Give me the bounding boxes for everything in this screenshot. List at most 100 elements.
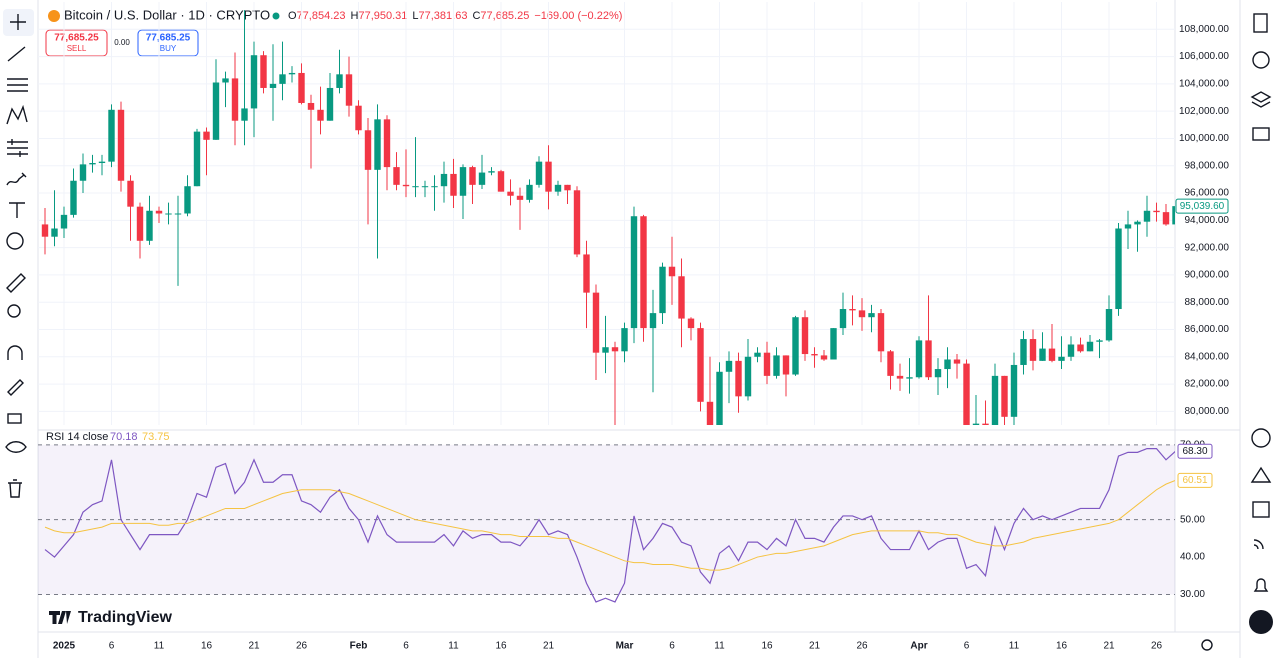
- candle-body: [89, 163, 96, 165]
- candle-body: [1039, 348, 1046, 361]
- candle-body: [1172, 206, 1175, 225]
- candle-body: [478, 172, 486, 185]
- candle-body: [165, 213, 172, 215]
- candle-body: [526, 184, 533, 200]
- y-tick-label: 92,000.00: [1185, 242, 1230, 253]
- x-tick-label: 6: [403, 641, 409, 652]
- x-tick-label: 21: [248, 641, 260, 652]
- candle-body: [469, 167, 476, 185]
- x-tick-label: Feb: [350, 641, 368, 652]
- fib-tool[interactable]: [7, 78, 28, 92]
- candle-body: [41, 224, 49, 237]
- candle-body: [820, 355, 828, 360]
- candle-body: [51, 228, 58, 237]
- candle-body: [982, 423, 989, 425]
- sell-price: 77,685.25: [54, 33, 99, 44]
- x-tick-label: 16: [1056, 641, 1068, 652]
- x-tick-label: 11: [154, 641, 165, 652]
- streams-button[interactable]: [1250, 466, 1272, 483]
- crosshair-tool[interactable]: [10, 14, 26, 30]
- candle-body: [1058, 356, 1065, 361]
- high-label: H: [351, 10, 359, 22]
- emoji-tool[interactable]: [6, 232, 24, 250]
- delete-tool[interactable]: [8, 479, 22, 498]
- candle-body: [849, 309, 856, 311]
- rsi-legend-value: 70.18: [110, 431, 138, 443]
- draw-lock-tool[interactable]: [7, 379, 24, 396]
- candle-body: [288, 72, 296, 75]
- candle-body: [1134, 221, 1141, 225]
- ideas-button[interactable]: [1251, 428, 1271, 448]
- y-tick-label: 50.00: [1180, 514, 1205, 525]
- candle-body: [241, 108, 248, 121]
- candle-body: [868, 313, 875, 318]
- alerts-button[interactable]: [1252, 51, 1270, 69]
- candle-body: [431, 186, 438, 188]
- candle-body: [212, 82, 220, 140]
- candle-body: [393, 167, 400, 185]
- last-price-label: 95,039.60: [1180, 201, 1225, 212]
- x-tick-label: 11: [714, 641, 725, 652]
- visibility-tool[interactable]: [5, 441, 27, 453]
- news-button[interactable]: [1253, 539, 1264, 550]
- candle-body: [735, 360, 742, 397]
- zoom-tool[interactable]: [7, 304, 21, 318]
- x-tick-label: 21: [543, 641, 555, 652]
- candle-body: [896, 375, 904, 379]
- x-tick-label: Apr: [910, 641, 927, 652]
- ohlc: O77,854.23 H77,950.31 L77,381.63 C77,685.25…: [288, 10, 622, 22]
- candle-body: [412, 186, 419, 188]
- calendar-button[interactable]: [1252, 501, 1270, 518]
- candle-body: [108, 109, 115, 162]
- candle-body: [222, 78, 229, 83]
- y-tick-label: 106,000.00: [1179, 51, 1229, 62]
- candle-body: [782, 355, 790, 375]
- candle-body: [1096, 340, 1103, 342]
- candle-body: [792, 317, 799, 375]
- brush-tool[interactable]: [6, 172, 27, 186]
- candle-body: [887, 351, 894, 376]
- chat-button[interactable]: [1252, 127, 1270, 141]
- candle-body: [564, 184, 571, 191]
- settings-button[interactable]: [1201, 639, 1213, 651]
- prediction-tool[interactable]: [7, 139, 28, 157]
- candle-body: [991, 375, 999, 425]
- y-tick-label: 82,000.00: [1185, 379, 1230, 390]
- pattern-tool[interactable]: [6, 104, 28, 125]
- candle-body: [336, 74, 343, 88]
- candle-body: [98, 161, 106, 164]
- candle-body: [602, 347, 609, 353]
- candle-body: [193, 131, 201, 187]
- y-tick-label: 88,000.00: [1185, 297, 1230, 308]
- candle-body: [963, 363, 970, 425]
- candle-body: [972, 423, 980, 425]
- x-tick-label: 21: [1103, 641, 1115, 652]
- text-tool[interactable]: [9, 202, 25, 218]
- brand-logo: TradingView: [49, 609, 173, 626]
- apps-button[interactable]: [1249, 610, 1273, 634]
- rsi-pane: [38, 444, 1175, 603]
- sell-button[interactable]: [45, 29, 108, 57]
- watchlist-button[interactable]: [1253, 13, 1268, 33]
- candle-body: [583, 254, 590, 293]
- candle-body: [839, 309, 847, 329]
- candle-body: [858, 310, 866, 318]
- candle-body: [925, 340, 932, 378]
- magnet-tool[interactable]: [7, 345, 23, 360]
- candle-body: [611, 347, 619, 352]
- rsi-line: [44, 480, 1175, 571]
- candle-body: [554, 184, 562, 192]
- layers-button[interactable]: [1250, 91, 1272, 108]
- candle-body: [592, 292, 600, 353]
- close-label: C: [472, 10, 480, 22]
- notifications-button[interactable]: [1253, 578, 1269, 592]
- trend-line-tool[interactable]: [7, 46, 26, 62]
- open-value: 77,854.23: [297, 10, 346, 22]
- symbol-title: Bitcoin / U.S. Dollar · 1D · CRYPTO: [64, 7, 270, 22]
- ruler-tool[interactable]: [6, 273, 26, 293]
- rsi-legend-label: RSI 14 close: [46, 431, 108, 443]
- lock-tool[interactable]: [7, 413, 22, 424]
- candle-body: [355, 105, 362, 131]
- buy-button[interactable]: [137, 29, 199, 57]
- candle-body: [716, 371, 723, 425]
